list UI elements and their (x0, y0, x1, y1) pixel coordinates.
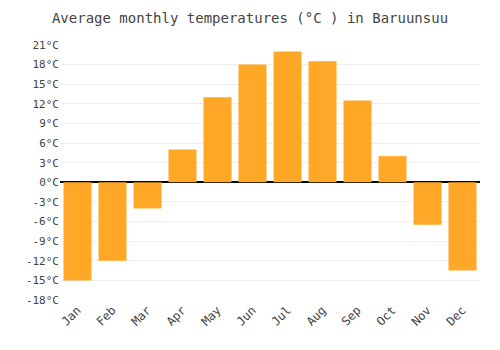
svg-text:-18°C: -18°C (26, 294, 59, 307)
svg-text:Apr: Apr (164, 303, 189, 328)
svg-text:21°C: 21°C (33, 39, 60, 52)
svg-text:-6°C: -6°C (33, 215, 60, 228)
svg-text:6°C: 6°C (39, 137, 59, 150)
svg-text:-9°C: -9°C (33, 235, 60, 248)
svg-text:9°C: 9°C (39, 117, 59, 130)
svg-text:May: May (199, 303, 224, 328)
svg-text:Dec: Dec (444, 303, 469, 328)
svg-text:0°C: 0°C (39, 176, 59, 189)
svg-text:Feb: Feb (94, 303, 119, 328)
svg-text:Jul: Jul (269, 303, 294, 328)
svg-text:18°C: 18°C (33, 58, 60, 71)
svg-text:15°C: 15°C (33, 78, 60, 91)
svg-text:Average monthly temperatures (: Average monthly temperatures (°C ) in Ba… (52, 10, 448, 26)
svg-text:12°C: 12°C (33, 98, 60, 111)
svg-text:Jun: Jun (234, 303, 259, 328)
svg-text:-12°C: -12°C (26, 255, 59, 268)
svg-text:Aug: Aug (304, 303, 329, 328)
svg-text:-15°C: -15°C (26, 274, 59, 287)
svg-text:3°C: 3°C (39, 157, 59, 170)
svg-text:Mar: Mar (129, 303, 154, 328)
svg-text:Oct: Oct (374, 303, 399, 328)
svg-text:-3°C: -3°C (33, 196, 60, 209)
svg-text:Nov: Nov (409, 303, 434, 328)
svg-text:Sep: Sep (339, 303, 364, 328)
svg-text:Jan: Jan (59, 303, 84, 328)
